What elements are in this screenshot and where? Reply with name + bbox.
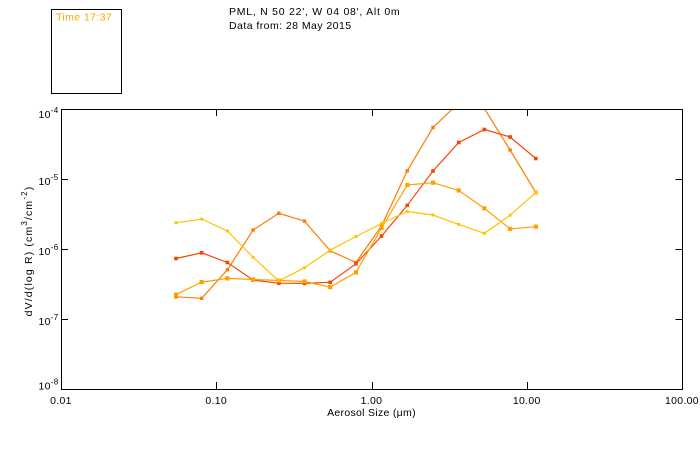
svg-text:100.00: 100.00 bbox=[665, 395, 699, 407]
svg-text:0.01: 0.01 bbox=[50, 395, 72, 407]
svg-text:dV/d(log R) (cm3/cm-2): dV/d(log R) (cm3/cm-2) bbox=[20, 186, 35, 317]
svg-text:10-8: 10-8 bbox=[39, 378, 59, 393]
svg-text:10-6: 10-6 bbox=[39, 243, 59, 258]
svg-text:10.00: 10.00 bbox=[513, 395, 541, 407]
svg-text:10-5: 10-5 bbox=[39, 173, 59, 188]
svg-text:1.00: 1.00 bbox=[361, 395, 383, 407]
svg-text:10-4: 10-4 bbox=[39, 106, 59, 121]
svg-text:Aerosol Size (μm): Aerosol Size (μm) bbox=[327, 407, 416, 419]
svg-text:Data from: 28 May 2015: Data from: 28 May 2015 bbox=[229, 20, 352, 32]
svg-text:Time 17:37: Time 17:37 bbox=[56, 12, 112, 24]
svg-text:PML, N 50 22', W 04 08', Alt 0: PML, N 50 22', W 04 08', Alt 0m bbox=[229, 6, 400, 18]
svg-text:0.10: 0.10 bbox=[205, 395, 227, 407]
svg-text:10-7: 10-7 bbox=[39, 313, 59, 328]
